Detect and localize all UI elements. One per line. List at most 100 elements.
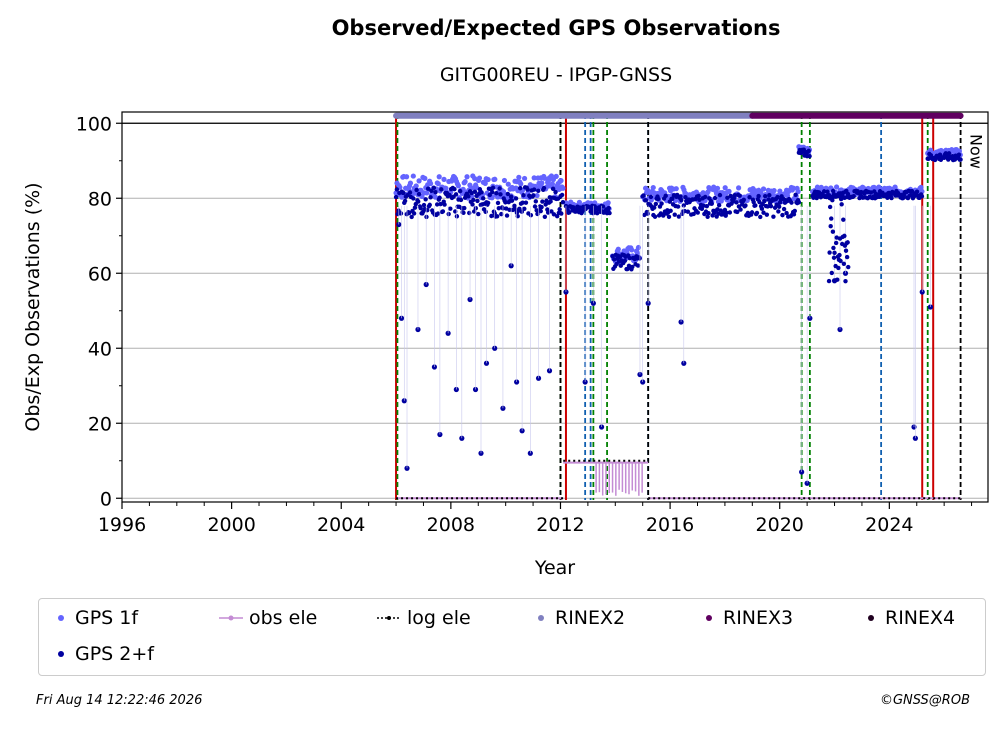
GPS-2-f-point (704, 203, 710, 209)
GPS-2-f-point (393, 194, 399, 200)
x-tick-label: 1996 (98, 514, 146, 536)
GPS-1f-point (629, 247, 635, 253)
GPS-2-f-point (425, 207, 430, 213)
GPS-2-f-point (411, 211, 417, 216)
GPS-1f-point (485, 176, 491, 183)
GPS-2-f-point (768, 204, 774, 209)
GPS-2-f-point (685, 209, 691, 214)
gps-2f-dip-point (841, 261, 847, 266)
GPS-2-f-point (762, 193, 768, 199)
GPS-2-f-point (461, 210, 466, 215)
GPS-2-f-point (411, 196, 416, 201)
gps-2f-dip-point (835, 277, 840, 282)
GPS-2-f-point (791, 212, 797, 217)
GPS-2-f-point (701, 203, 706, 208)
now-label: Now (967, 134, 986, 169)
y-tick-label: 60 (88, 263, 112, 285)
y-tick-label: 100 (76, 113, 112, 135)
GPS-2-f-point (635, 263, 641, 268)
legend-marker-gps-1f (58, 615, 64, 621)
GPS-2-f-point (702, 194, 708, 200)
GPS-2-f-point (807, 153, 812, 159)
legend-item-rinex2: RINEX2 (533, 607, 625, 629)
x-tick-label: 2020 (756, 514, 804, 536)
legend-marker-obs-ele (228, 615, 234, 621)
GPS-1f-point (790, 185, 796, 191)
gps-2f-dip-point (829, 270, 834, 276)
GPS-2-f-point (743, 203, 748, 208)
GPS-2-f-point (946, 151, 952, 156)
GPS-2-f-point (697, 197, 702, 203)
GPS-2-f-point (528, 213, 534, 218)
GPS-2-f-point (512, 203, 517, 209)
gps-2f-dip-point (829, 216, 834, 221)
GPS-2-f-point (706, 210, 711, 216)
GPS-1f-point (558, 178, 564, 184)
y-tick-label: 0 (100, 488, 112, 510)
GPS-2-f-point (427, 202, 432, 208)
legend-marker-gps-2f (58, 651, 64, 657)
GPS-2-f-point (454, 214, 460, 219)
GPS-2-f-point (958, 157, 963, 162)
legend-item-obs-ele: obs ele (219, 607, 317, 629)
gps-2f-dip-point (844, 254, 850, 260)
GPS-2-f-point (494, 191, 499, 196)
GPS-1f-point (718, 198, 724, 204)
GPS-2-f-point (679, 197, 684, 203)
GPS-2-f-point (490, 185, 496, 190)
gps-2f-dip-point (846, 264, 851, 270)
GPS-2-f-point (503, 200, 508, 205)
GPS-2-f-point (661, 213, 666, 218)
gps-2f-dip-point (838, 258, 843, 264)
GPS-1f-point (784, 192, 791, 199)
GPS-2-f-point (672, 212, 677, 217)
footer-timestamp: Fri Aug 14 12:22:46 2026 (36, 693, 203, 708)
GPS-2-f-point (447, 192, 452, 198)
GPS-2-f-point (538, 208, 543, 214)
x-tick-label: 2016 (646, 514, 694, 536)
GPS-1f-point (476, 175, 483, 181)
GPS-2-f-point (532, 204, 538, 209)
GPS-2-f-point (525, 187, 530, 192)
GPS-2-f-point (394, 187, 400, 192)
GPS-1f-point (505, 181, 511, 187)
gps-2f-dip-point (833, 240, 839, 246)
GPS-2-f-point (780, 212, 785, 218)
GPS-2-f-point (676, 214, 682, 219)
legend-label-gps-1f: GPS 1f (75, 607, 139, 629)
GPS-2-f-point (531, 187, 537, 192)
GPS-2-f-point (542, 214, 548, 219)
GPS-1f-point (521, 175, 528, 182)
GPS-2-f-point (483, 209, 488, 215)
GPS-1f-point (416, 178, 422, 184)
gps-2f-dip-point (841, 217, 846, 222)
GPS-2-f-point (418, 206, 423, 211)
GPS-2-f-point (830, 188, 836, 194)
GPS-2-f-point (652, 214, 658, 219)
GPS-1f-point (435, 181, 441, 187)
GPS-1f-point (560, 185, 566, 191)
GPS-1f-point (464, 174, 470, 180)
GPS-2-f-point (453, 209, 458, 214)
GPS-2-f-point (480, 196, 486, 201)
GPS-2-f-point (414, 187, 419, 193)
GPS-2-f-point (643, 198, 649, 203)
GPS-2-f-point (438, 201, 443, 207)
y-tick-label: 40 (88, 338, 112, 360)
legend-label-rinex3: RINEX3 (723, 607, 794, 629)
GPS-1f-point (673, 186, 679, 192)
GPS-2-f-point (412, 205, 418, 210)
GPS-2-f-point (509, 198, 515, 203)
GPS-2-f-point (753, 203, 758, 208)
GPS-2-f-point (712, 195, 718, 201)
GPS-1f-point (516, 174, 522, 180)
x-tick-label: 2008 (427, 514, 475, 536)
legend-marker-rinex2 (538, 615, 544, 621)
legend: GPS 1f obs ele log ele RINEX2 RINEX3 RIN… (38, 598, 986, 676)
gps-2f-dip-point (836, 265, 841, 271)
GPS-2-f-point (909, 189, 915, 194)
GPS-1f-point (760, 186, 767, 192)
GPS-2-f-point (487, 192, 492, 198)
legend-item-gps-1f: GPS 1f (53, 607, 138, 629)
